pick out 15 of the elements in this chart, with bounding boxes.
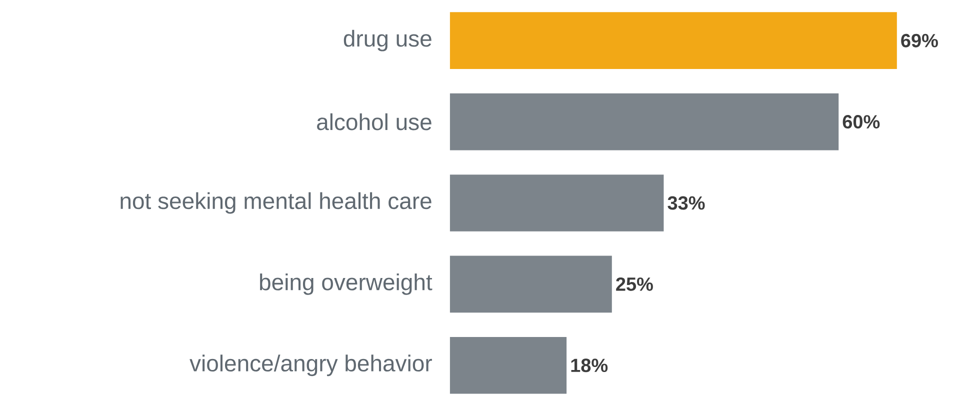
data-label: 69% [901, 34, 938, 48]
bar [450, 12, 897, 70]
data-label: 33% [668, 196, 705, 210]
data-label: 18% [571, 358, 608, 372]
bar [450, 174, 664, 232]
y-tick-label: drug use [344, 30, 432, 52]
bar [450, 93, 839, 150]
y-tick-label: being overweight [260, 273, 432, 295]
y-tick-label: alcohol use [317, 113, 432, 130]
y-tick-label: violence/angry behavior [190, 354, 432, 376]
bar [450, 256, 612, 313]
y-tick-label: not seeking mental health care [120, 192, 432, 214]
data-label: 25% [616, 277, 653, 291]
bar [450, 336, 567, 394]
data-label: 60% [842, 115, 880, 129]
